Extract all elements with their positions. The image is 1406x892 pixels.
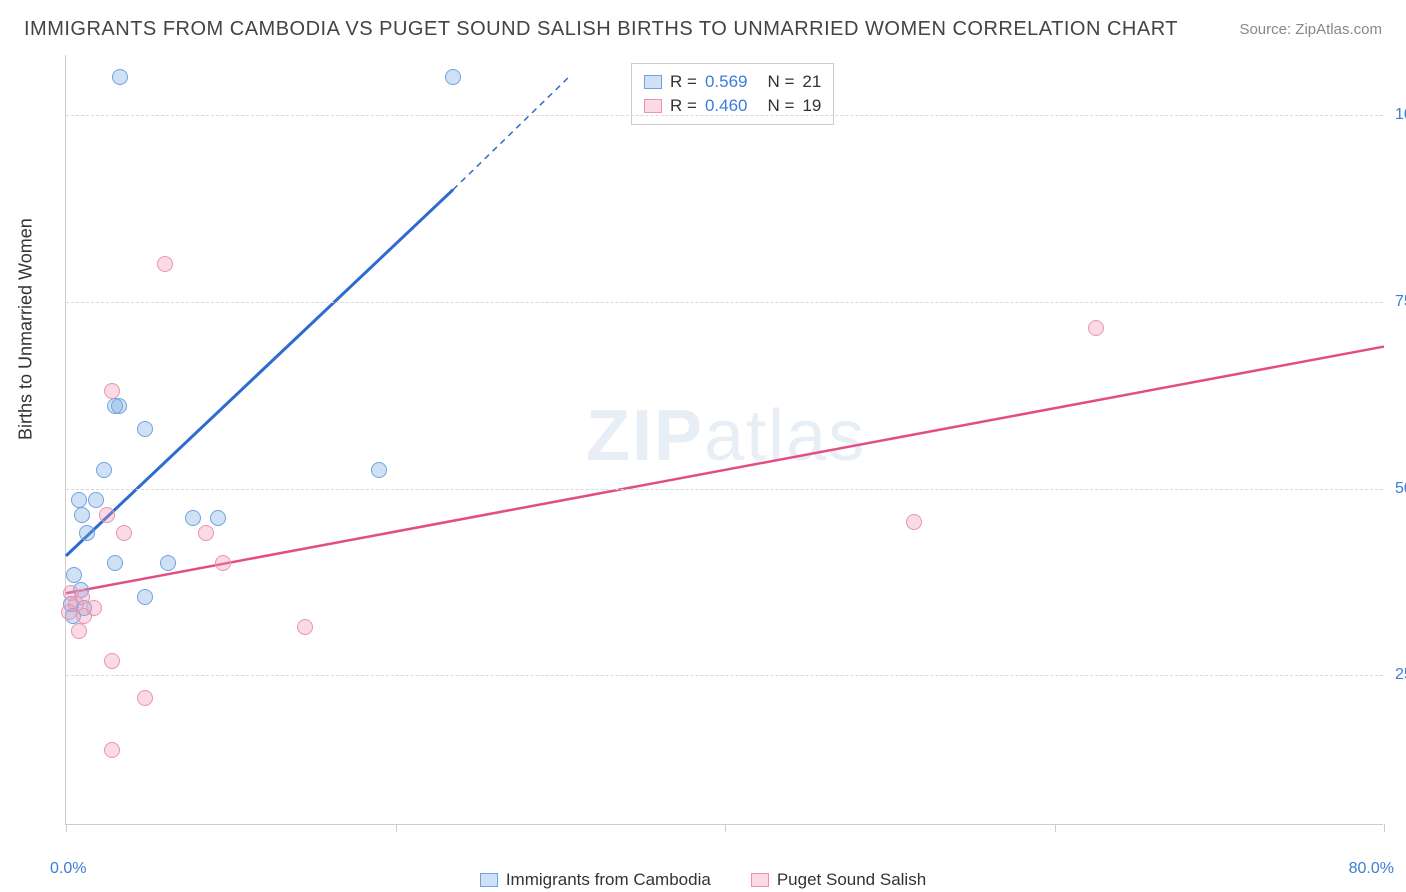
x-tick	[66, 824, 67, 832]
watermark: ZIPatlas	[586, 395, 866, 477]
legend-row-cambodia: R = 0.569 N = 21	[644, 70, 821, 94]
watermark-bold: ZIP	[586, 396, 704, 476]
trend-line-cambodia	[66, 190, 453, 556]
gridline-h	[66, 115, 1383, 116]
legend-r-label: R =	[670, 72, 697, 92]
data-point-cambodia	[210, 510, 226, 526]
data-point-salish	[906, 514, 922, 530]
legend-item-salish: Puget Sound Salish	[751, 870, 926, 890]
data-point-salish	[137, 690, 153, 706]
y-tick-label: 75.0%	[1387, 293, 1406, 311]
data-point-salish	[61, 604, 77, 620]
legend-r-value: 0.569	[705, 72, 748, 92]
data-point-salish	[71, 623, 87, 639]
data-point-cambodia	[371, 462, 387, 478]
legend-item-cambodia: Immigrants from Cambodia	[480, 870, 711, 890]
data-point-cambodia	[96, 462, 112, 478]
data-point-cambodia	[111, 398, 127, 414]
data-point-salish	[104, 742, 120, 758]
x-tick	[1055, 824, 1056, 832]
data-point-cambodia	[66, 567, 82, 583]
data-point-salish	[99, 507, 115, 523]
data-point-cambodia	[185, 510, 201, 526]
x-tick	[1384, 824, 1385, 832]
data-point-cambodia	[445, 69, 461, 85]
data-point-salish	[157, 256, 173, 272]
legend-n-label: N =	[767, 96, 794, 116]
y-tick-label: 50.0%	[1387, 480, 1406, 498]
trend-line-salish	[66, 347, 1384, 594]
data-point-cambodia	[74, 507, 90, 523]
data-point-cambodia	[71, 492, 87, 508]
data-point-salish	[104, 653, 120, 669]
source-attribution: Source: ZipAtlas.com	[1239, 21, 1382, 38]
legend-r-value: 0.460	[705, 96, 748, 116]
data-point-cambodia	[79, 525, 95, 541]
legend-n-value: 19	[802, 96, 821, 116]
legend-n-value: 21	[802, 72, 821, 92]
data-point-cambodia	[137, 589, 153, 605]
series-legend: Immigrants from Cambodia Puget Sound Sali…	[0, 870, 1406, 890]
y-axis-title: Births to Unmarried Women	[16, 218, 37, 440]
data-point-cambodia	[137, 421, 153, 437]
trend-lines-svg	[66, 55, 1383, 824]
legend-n-label: N =	[767, 72, 794, 92]
data-point-cambodia	[112, 69, 128, 85]
data-point-salish	[215, 555, 231, 571]
gridline-h	[66, 675, 1383, 676]
x-tick	[725, 824, 726, 832]
legend-label: Puget Sound Salish	[777, 870, 926, 890]
y-tick-label: 25.0%	[1387, 666, 1406, 684]
data-point-salish	[297, 619, 313, 635]
swatch-cambodia-icon	[480, 873, 498, 887]
gridline-h	[66, 489, 1383, 490]
data-point-cambodia	[107, 555, 123, 571]
legend-label: Immigrants from Cambodia	[506, 870, 711, 890]
data-point-salish	[76, 608, 92, 624]
watermark-light: atlas	[704, 396, 866, 476]
data-point-salish	[198, 525, 214, 541]
plot-area: ZIPatlas R = 0.569N = 21R = 0.460N = 19 …	[65, 55, 1383, 825]
x-tick	[396, 824, 397, 832]
data-point-salish	[104, 383, 120, 399]
swatch-salish-icon	[644, 99, 662, 113]
data-point-salish	[116, 525, 132, 541]
swatch-salish-icon	[751, 873, 769, 887]
swatch-cambodia-icon	[644, 75, 662, 89]
gridline-h	[66, 302, 1383, 303]
data-point-salish	[1088, 320, 1104, 336]
y-tick-label: 100.0%	[1387, 106, 1406, 124]
data-point-cambodia	[160, 555, 176, 571]
data-point-cambodia	[88, 492, 104, 508]
legend-r-label: R =	[670, 96, 697, 116]
chart-title: IMMIGRANTS FROM CAMBODIA VS PUGET SOUND …	[24, 18, 1178, 41]
trend-line-dashed-cambodia	[453, 77, 568, 189]
